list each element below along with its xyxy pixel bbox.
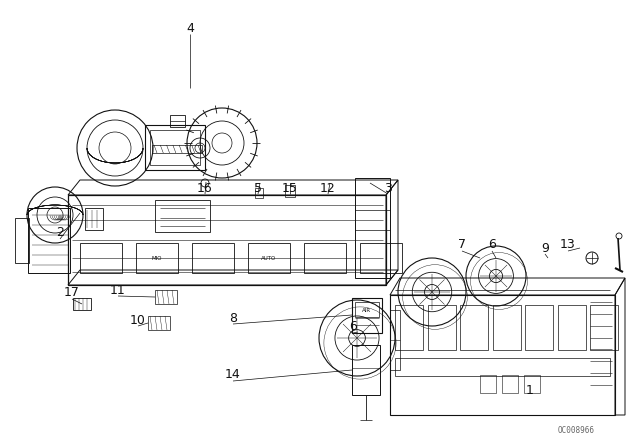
Bar xyxy=(148,316,170,330)
Text: AUTO: AUTO xyxy=(261,255,276,260)
Bar xyxy=(557,305,586,350)
Text: 6: 6 xyxy=(349,320,357,333)
Bar xyxy=(395,305,423,350)
Text: 8: 8 xyxy=(229,311,237,324)
Bar xyxy=(192,243,234,273)
Bar xyxy=(460,305,488,350)
Text: 13: 13 xyxy=(560,238,576,251)
Text: 5: 5 xyxy=(254,181,262,194)
Text: 10: 10 xyxy=(130,314,146,327)
Text: 15: 15 xyxy=(282,181,298,194)
Bar xyxy=(480,375,496,393)
Bar xyxy=(170,115,185,127)
Text: AIR: AIR xyxy=(362,307,372,313)
Bar xyxy=(524,375,540,393)
Bar xyxy=(85,208,103,230)
Text: MIO: MIO xyxy=(152,255,163,260)
Bar xyxy=(390,295,615,415)
Text: 7: 7 xyxy=(458,238,466,251)
Bar xyxy=(355,178,390,278)
Text: 11: 11 xyxy=(110,284,126,297)
Bar xyxy=(304,243,346,273)
Bar xyxy=(352,298,382,333)
Bar xyxy=(360,243,402,273)
Text: 4: 4 xyxy=(186,22,194,34)
Bar xyxy=(395,358,610,376)
Bar xyxy=(155,200,210,232)
Bar xyxy=(68,195,386,285)
Bar xyxy=(155,290,177,304)
Bar xyxy=(493,305,520,350)
Bar xyxy=(525,305,553,350)
Text: 6: 6 xyxy=(488,238,496,251)
Text: 14: 14 xyxy=(225,369,241,382)
Text: 16: 16 xyxy=(197,181,213,194)
Bar xyxy=(80,243,122,273)
Bar xyxy=(150,130,200,165)
Bar xyxy=(355,302,379,317)
Text: 3: 3 xyxy=(384,181,392,194)
Bar xyxy=(285,185,295,197)
Bar xyxy=(428,305,456,350)
Bar xyxy=(248,243,290,273)
Bar xyxy=(152,145,202,153)
Bar xyxy=(136,243,178,273)
Bar xyxy=(73,298,91,310)
Bar xyxy=(15,218,29,263)
Text: 2: 2 xyxy=(56,227,64,240)
Text: OC008966: OC008966 xyxy=(558,426,595,435)
Bar xyxy=(590,305,618,350)
Bar xyxy=(352,345,380,395)
Bar xyxy=(145,125,205,170)
Text: 1: 1 xyxy=(526,383,534,396)
Text: 9: 9 xyxy=(541,241,549,254)
Bar xyxy=(255,188,263,198)
Text: 17: 17 xyxy=(64,287,80,300)
Bar xyxy=(28,208,70,273)
Bar xyxy=(502,375,518,393)
Bar xyxy=(390,310,400,370)
Text: 12: 12 xyxy=(320,181,336,194)
